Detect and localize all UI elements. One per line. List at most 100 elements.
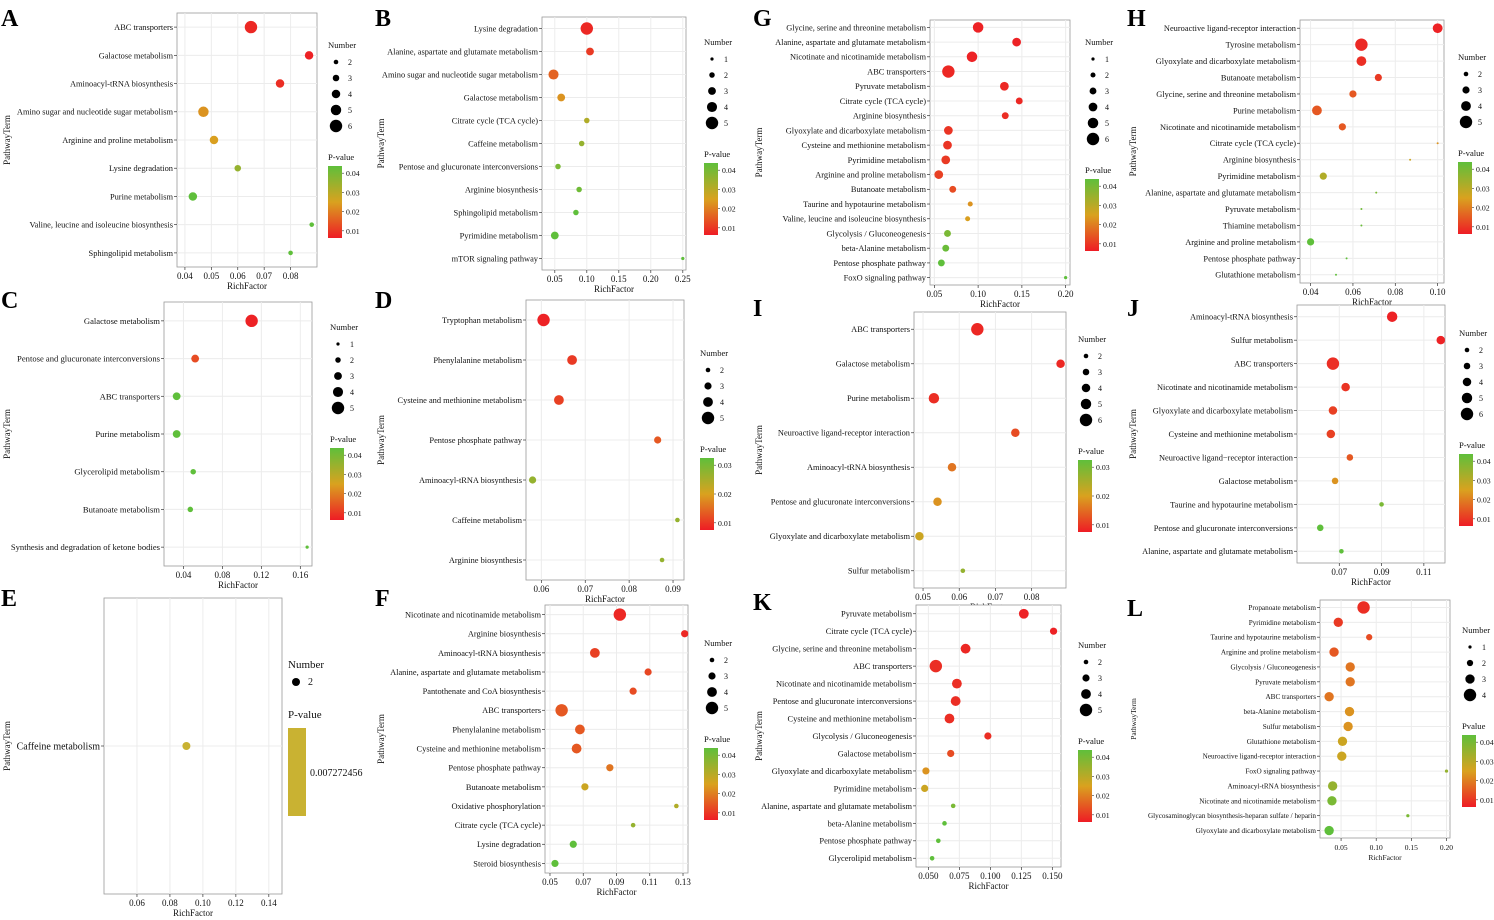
- x-tick-label: 0.06: [230, 271, 246, 281]
- legend-pvalue-label: 0.02: [722, 205, 736, 214]
- x-tick-label: 0.075: [949, 871, 970, 881]
- legend-size-label: 4: [1482, 691, 1486, 700]
- legend-size-label: 2: [1479, 346, 1483, 355]
- x-tick-label: 0.10: [579, 274, 595, 284]
- data-point: [674, 803, 679, 809]
- legend-pvalue-label: 0.03: [346, 188, 360, 197]
- legend-pvalue-bar: [1085, 179, 1099, 251]
- legend-number-title: Number: [330, 322, 358, 332]
- x-tick-label: 0.05: [927, 289, 943, 299]
- y-tick-label: Alanine, aspartate and glutamate metabol…: [775, 38, 926, 47]
- data-point: [1345, 677, 1355, 687]
- data-point: [942, 821, 947, 826]
- y-tick-label: Glycolysis / Gluconeogenesis: [1231, 663, 1317, 671]
- legend-size-dot: [710, 57, 714, 61]
- y-tick-label: beta-Alanine metabolism: [828, 819, 913, 828]
- legend-number-title: Number: [288, 659, 324, 671]
- legend-size-label: 3: [724, 672, 728, 681]
- y-tick-label: Glycolysis / Gluconeogenesis: [812, 732, 912, 741]
- legend-size-label: 3: [724, 87, 728, 96]
- y-tick-label: Taurine and hypotaurine metabolism: [1211, 634, 1317, 642]
- data-point: [929, 659, 943, 673]
- y-axis-title: PathwayTerm: [376, 415, 386, 465]
- y-tick-label: Alanine, aspartate and glutamate metabol…: [387, 47, 538, 56]
- data-point: [275, 79, 285, 88]
- data-point: [245, 314, 258, 328]
- x-tick-label: 0.10: [1370, 843, 1383, 852]
- plot-area: [913, 311, 1067, 589]
- legend-pvalue-label: 0.04: [348, 451, 362, 460]
- data-point: [528, 476, 537, 484]
- y-tick-label: Alanine, aspartate and glutamate metabol…: [1142, 547, 1293, 556]
- legend-number-title: Number: [704, 638, 732, 648]
- legend-number-title: Number: [1462, 625, 1490, 635]
- y-axis-title: PathwayTerm: [2, 115, 12, 165]
- y-tick-label: beta-Alanine metabolism: [842, 244, 927, 253]
- y-tick-label: Glutathione metabolism: [1215, 271, 1296, 280]
- data-point: [928, 393, 940, 404]
- legend-size-dot: [1463, 71, 1469, 77]
- legend-size-dot: [1091, 57, 1095, 61]
- data-point: [936, 838, 941, 844]
- y-tick-label: Synthesis and degradation of ketone bodi…: [11, 542, 161, 552]
- data-point: [1333, 617, 1343, 627]
- data-point: [304, 51, 314, 60]
- y-tick-label: Aminoacyl-tRNA biosynthesis: [807, 463, 910, 472]
- legend-pvalue-bar: [1462, 735, 1476, 807]
- panel-letter: I: [753, 296, 762, 322]
- y-tick-label: Arginine biosynthesis: [465, 185, 538, 194]
- data-point: [581, 783, 589, 791]
- panel-g: G Glycine, serine and threonine metabolis…: [753, 6, 1117, 309]
- data-point: [575, 724, 585, 735]
- data-point: [681, 256, 685, 261]
- data-point: [659, 557, 665, 563]
- y-tick-label: mTOR signaling pathway: [452, 254, 539, 263]
- data-point: [654, 436, 662, 444]
- legend-pvalue-label: 0.04: [1477, 457, 1491, 466]
- legend-size-label: 3: [348, 74, 352, 83]
- legend-pvalue-label: 0.01: [1477, 515, 1491, 524]
- data-point: [960, 643, 971, 654]
- y-tick-label: Pyruvate metabolism: [855, 82, 926, 91]
- data-point: [1386, 311, 1398, 322]
- legend-pvalue-title: P-value: [1459, 440, 1485, 450]
- legend-size-label: 4: [350, 388, 354, 397]
- data-point: [947, 749, 955, 758]
- data-point: [580, 22, 593, 35]
- y-tick-label: Glyoxylate and dicarboxylate metabolism: [770, 532, 911, 541]
- legend-size-dot: [1461, 392, 1473, 404]
- legend-pvalue-label: 0.04: [722, 166, 736, 175]
- x-tick-label: 0.08: [283, 271, 299, 281]
- data-point: [1346, 454, 1354, 461]
- y-axis-title: PathwayTerm: [754, 425, 764, 475]
- legend-size-label: 5: [1098, 706, 1102, 715]
- legend-pvalue-label: 0.02: [1477, 496, 1491, 505]
- data-point: [244, 20, 258, 34]
- y-axis-title: PathwayTerm: [1128, 127, 1138, 177]
- legend-size-label: 5: [724, 704, 728, 713]
- x-tick-label: 0.04: [1303, 287, 1319, 297]
- y-tick-label: Pentose phosphate pathway: [819, 837, 912, 846]
- data-point: [1341, 382, 1350, 392]
- data-point: [1444, 769, 1449, 773]
- y-tick-label: FoxO signaling pathway: [844, 274, 927, 283]
- y-tick-label: Tyrosine metabolism: [1226, 41, 1297, 50]
- legend-size-label: 2: [1098, 658, 1102, 667]
- legend-pvalue-label: 0.02: [1103, 221, 1117, 230]
- legend-number-title: Number: [1458, 52, 1486, 62]
- data-point: [1355, 38, 1368, 51]
- y-tick-label: Galactose metabolism: [836, 360, 911, 369]
- legend-number-title: Number: [1078, 640, 1106, 650]
- y-tick-label: Pentose phosphate pathway: [448, 764, 541, 773]
- legend-pvalue-label: 0.01: [722, 809, 736, 818]
- data-point: [537, 313, 550, 327]
- data-point: [571, 743, 582, 754]
- x-axis-title: RichFactor: [585, 594, 625, 604]
- y-tick-label: ABC transporters: [1265, 693, 1316, 701]
- legend-size-label: 2: [308, 677, 313, 688]
- y-tick-label: Glyoxylate and dicarboxylate metabolism: [1196, 827, 1317, 835]
- legend-size-label: 4: [1105, 103, 1109, 112]
- x-tick-label: 0.09: [1374, 567, 1390, 577]
- y-tick-label: Aminoacyl-tRNA biosynthesis: [1228, 782, 1317, 790]
- panel-l: L Propanoate metabolism Pyrimidine metabol…: [1127, 596, 1494, 862]
